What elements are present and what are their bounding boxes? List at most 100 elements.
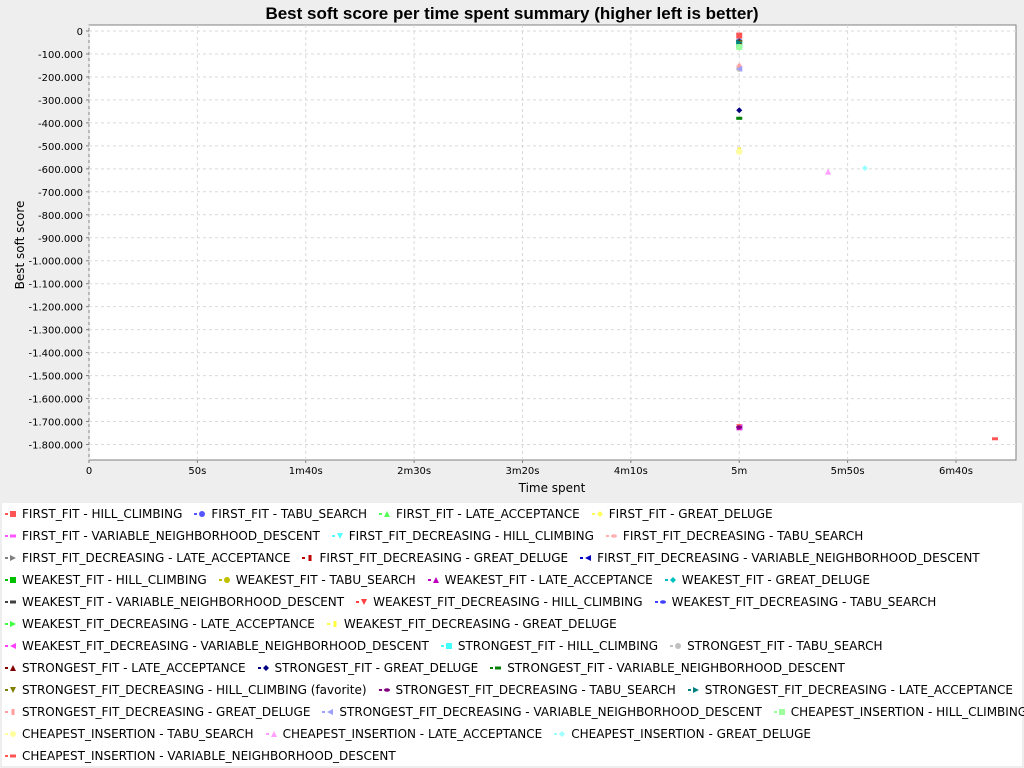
legend-item: STRONGEST_FIT_DECREASING - TABU_SEARCH (378, 683, 676, 697)
data-point (736, 148, 743, 155)
x-tick-label: 6m40s (939, 466, 973, 477)
legend-label: STRONGEST_FIT_DECREASING - LATE_ACCEPTAN… (704, 683, 1014, 697)
legend-swatch (5, 553, 19, 563)
legend-marker (692, 687, 699, 693)
x-tick-label: 0 (86, 466, 92, 477)
legend-swatch (378, 685, 393, 695)
legend-marker (559, 731, 566, 737)
legend-item: FIRST_FIT_DECREASING - TABU_SEARCH (605, 529, 864, 543)
legend-swatch (5, 575, 19, 585)
legend-item: WEAKEST_FIT - VARIABLE_NEIGHBORHOOD_DESC… (5, 595, 344, 609)
legend-item: FIRST_FIT_DECREASING - HILL_CLIMBING (331, 529, 594, 543)
y-tick-label: -1.500.000 (28, 372, 83, 383)
legend-item: WEAKEST_FIT_DECREASING - GREAT_DELUGE (326, 617, 617, 631)
legend-item: WEAKEST_FIT_DECREASING - TABU_SEARCH (654, 595, 936, 609)
y-tick-label: -800.000 (38, 211, 83, 222)
legend-marker (10, 621, 16, 627)
legend-label: FIRST_FIT_DECREASING - GREAT_DELUGE (319, 551, 569, 565)
legend-label: WEAKEST_FIT_DECREASING - GREAT_DELUGE (343, 617, 617, 631)
x-tick-label: 1m40s (289, 466, 323, 477)
legend-label: STRONGEST_FIT_DECREASING - GREAT_DELUGE (22, 705, 311, 719)
legend-swatch (580, 553, 594, 563)
y-tick-label: -1.000.000 (28, 257, 83, 268)
legend-label: STRONGEST_FIT - GREAT_DELUGE (274, 661, 479, 675)
legend-swatch (5, 509, 19, 519)
legend-swatch (5, 619, 19, 629)
data-point (737, 63, 741, 70)
legend-swatch (605, 531, 620, 541)
legend-marker (10, 577, 16, 583)
legend-item: WEAKEST_FIT_DECREASING - HILL_CLIMBING (356, 595, 643, 609)
legend-label: STRONGEST_FIT_DECREASING - HILL_CLIMBING… (22, 683, 367, 697)
legend-swatch (379, 509, 393, 519)
legend-swatch (218, 575, 233, 585)
legend-marker (327, 709, 334, 715)
legend-label: STRONGEST_FIT - LATE_ACCEPTANCE (22, 661, 246, 675)
legend-swatch (5, 663, 19, 673)
legend-label: WEAKEST_FIT - TABU_SEARCH (235, 573, 416, 587)
legend-swatch (5, 685, 19, 695)
legend-swatch (427, 575, 442, 585)
legend-swatch (5, 531, 19, 541)
legend-marker (10, 534, 16, 538)
y-tick-label: -1.600.000 (28, 395, 83, 406)
legend-label: FIRST_FIT - GREAT_DELUGE (608, 507, 773, 521)
x-tick-label: 4m10s (614, 466, 648, 477)
legend-item: FIRST_FIT_DECREASING - VARIABLE_NEIGHBOR… (580, 551, 980, 565)
legend-swatch (326, 619, 341, 629)
legend-item: STRONGEST_FIT_DECREASING - VARIABLE_NEIG… (322, 705, 762, 719)
legend-marker (383, 688, 390, 692)
legend-item: FIRST_FIT - GREAT_DELUGE (591, 507, 773, 521)
legend-item: FIRST_FIT - VARIABLE_NEIGHBORHOOD_DESCEN… (5, 529, 320, 543)
legend-label: WEAKEST_FIT - LATE_ACCEPTANCE (444, 573, 653, 587)
axes: 0 -100.000 -200.000 -300.000 -400.000 -500.00… (28, 27, 973, 477)
legend-label: CHEAPEST_INSERTION - GREAT_DELUGE (571, 727, 812, 741)
legend-swatch (265, 729, 280, 739)
legend-label: FIRST_FIT - VARIABLE_NEIGHBORHOOD_DESCEN… (22, 529, 320, 543)
legend-marker (10, 665, 16, 671)
legend-item: WEAKEST_FIT - HILL_CLIMBING (5, 573, 207, 587)
legend-marker (199, 511, 206, 517)
y-tick-label: -900.000 (38, 234, 83, 245)
legend-label: STRONGEST_FIT_DECREASING - VARIABLE_NEIG… (339, 705, 762, 719)
legend-marker (270, 731, 277, 737)
legend-swatch (322, 707, 336, 717)
y-tick-label: -100.000 (38, 50, 83, 61)
y-axis-label: Best soft score (13, 201, 27, 290)
legend-label: FIRST_FIT_DECREASING - LATE_ACCEPTANCE (22, 551, 291, 565)
legend-marker (333, 621, 337, 627)
data-point (825, 168, 832, 175)
gridlines (88, 25, 1016, 460)
legend-item: STRONGEST_FIT_DECREASING - HILL_CLIMBING… (5, 683, 367, 697)
legend-swatch (5, 641, 19, 651)
legend-marker (596, 511, 603, 517)
legend-swatch (5, 597, 19, 607)
legend-marker (10, 600, 16, 604)
data-point (736, 107, 743, 114)
legend-marker (10, 754, 16, 758)
legend-swatch (490, 663, 504, 673)
legend-item: FIRST_FIT_DECREASING - LATE_ACCEPTANCE (5, 551, 291, 565)
legend-item: FIRST_FIT - TABU_SEARCH (194, 507, 367, 521)
legend-label: FIRST_FIT_DECREASING - TABU_SEARCH (622, 529, 864, 543)
x-tick-label: 5m50s (831, 466, 865, 477)
legend-marker (11, 709, 15, 715)
y-tick-label: -500.000 (38, 142, 83, 153)
y-tick-label: -1.700.000 (28, 418, 83, 429)
legend-item: WEAKEST_FIT - GREAT_DELUGE (664, 573, 870, 587)
legend-label: CHEAPEST_INSERTION - VARIABLE_NEIGHBORHO… (22, 749, 396, 763)
x-tick-label: 50s (188, 466, 206, 477)
legend-label: WEAKEST_FIT_DECREASING - HILL_CLIMBING (373, 595, 643, 609)
legend-label: FIRST_FIT - HILL_CLIMBING (22, 507, 183, 521)
data-points (736, 32, 998, 441)
legend-label: FIRST_FIT - TABU_SEARCH (211, 507, 368, 521)
legend-marker (336, 533, 343, 539)
legend-marker (384, 511, 391, 517)
legend-marker (495, 666, 502, 670)
y-tick-label: -1.800.000 (28, 441, 83, 452)
y-tick-label: -1.100.000 (28, 280, 83, 291)
data-point (736, 425, 743, 430)
legend-label: CHEAPEST_INSERTION - HILL_CLIMBING (790, 705, 1024, 719)
legend-marker (778, 709, 785, 715)
legend-item: CHEAPEST_INSERTION - GREAT_DELUGE (554, 727, 811, 741)
